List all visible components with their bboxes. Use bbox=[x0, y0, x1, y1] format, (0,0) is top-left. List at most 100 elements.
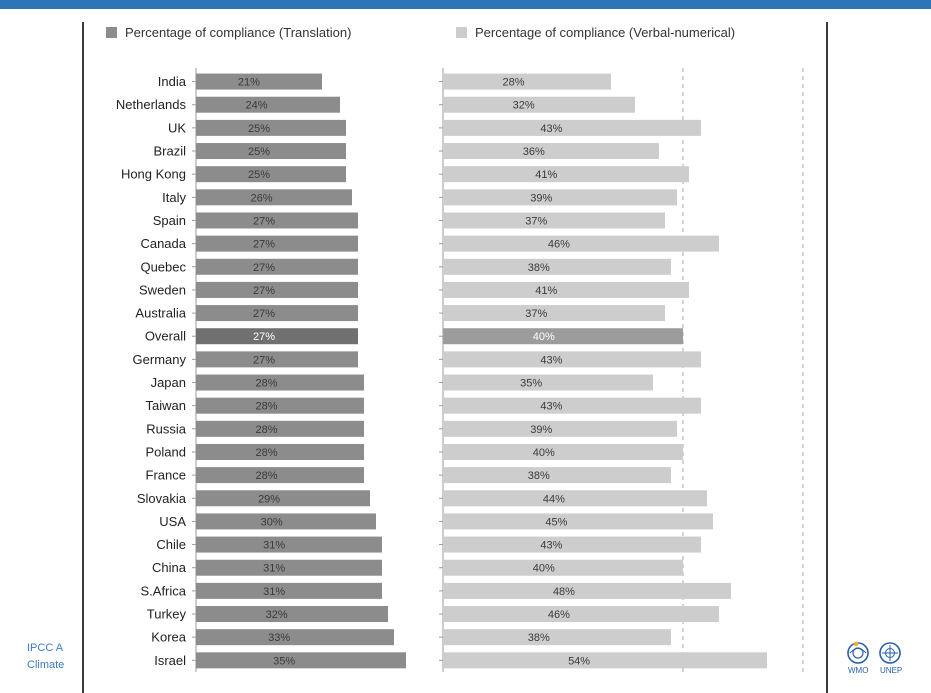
bar-translation-china bbox=[196, 559, 382, 576]
bar-verbal-turkey bbox=[443, 606, 719, 623]
bar-translation-quebec bbox=[196, 258, 358, 275]
bar-verbal-hong-kong bbox=[443, 166, 689, 183]
category-label-hong-kong: Hong Kong bbox=[121, 167, 186, 182]
category-label-australia: Australia bbox=[135, 306, 186, 321]
bar-verbal-australia bbox=[443, 305, 665, 322]
bar-translation-korea bbox=[196, 629, 394, 646]
category-label-japan: Japan bbox=[151, 375, 186, 390]
bar-verbal-slovakia bbox=[443, 490, 707, 507]
value-label-translation-slovakia: 29% bbox=[258, 493, 280, 505]
value-label-verbal-australia: 37% bbox=[525, 308, 547, 320]
value-label-verbal-korea: 38% bbox=[528, 632, 550, 644]
value-label-verbal-spain: 37% bbox=[525, 215, 547, 227]
bar-translation-brazil bbox=[196, 143, 346, 160]
bar-verbal-canada bbox=[443, 235, 719, 252]
category-label-overall: Overall bbox=[145, 329, 186, 344]
value-label-translation-hong-kong: 25% bbox=[248, 169, 270, 181]
value-label-translation-poland: 28% bbox=[256, 447, 278, 459]
category-label-poland: Poland bbox=[146, 444, 186, 459]
bar-translation-australia bbox=[196, 305, 358, 322]
value-label-verbal-overall: 40% bbox=[533, 331, 555, 343]
value-label-translation-korea: 33% bbox=[268, 632, 290, 644]
bar-translation-sweden bbox=[196, 281, 358, 298]
value-label-translation-japan: 28% bbox=[256, 378, 278, 390]
bar-translation-turkey bbox=[196, 606, 388, 623]
bar-verbal-quebec bbox=[443, 258, 671, 275]
bar-verbal-s-africa bbox=[443, 582, 731, 599]
footer-text-line2: Climate bbox=[27, 659, 65, 671]
value-label-translation-brazil: 25% bbox=[248, 146, 270, 158]
value-label-verbal-turkey: 46% bbox=[548, 609, 570, 621]
value-label-translation-india: 21% bbox=[238, 77, 260, 89]
value-label-verbal-s-africa: 48% bbox=[553, 586, 575, 598]
bar-translation-slovakia bbox=[196, 490, 370, 507]
bar-verbal-netherlands bbox=[443, 96, 635, 113]
bar-translation-usa bbox=[196, 513, 376, 530]
bar-translation-s-africa bbox=[196, 582, 382, 599]
bar-verbal-russia bbox=[443, 420, 677, 437]
value-label-translation-canada: 27% bbox=[253, 239, 275, 251]
category-label-china: China bbox=[152, 560, 187, 575]
value-label-verbal-russia: 39% bbox=[530, 424, 552, 436]
bar-translation-uk bbox=[196, 119, 346, 136]
bar-translation-poland bbox=[196, 443, 364, 460]
value-label-verbal-taiwan: 43% bbox=[540, 401, 562, 413]
category-label-germany: Germany bbox=[133, 352, 187, 367]
bar-verbal-japan bbox=[443, 374, 653, 391]
value-label-verbal-india: 28% bbox=[503, 77, 525, 89]
value-label-verbal-china: 40% bbox=[533, 563, 555, 575]
category-label-russia: Russia bbox=[146, 421, 187, 436]
value-label-translation-uk: 25% bbox=[248, 123, 270, 135]
value-label-translation-sweden: 27% bbox=[253, 285, 275, 297]
value-label-verbal-poland: 40% bbox=[533, 447, 555, 459]
frame-line-left bbox=[82, 22, 84, 693]
bar-translation-japan bbox=[196, 374, 364, 391]
value-label-verbal-netherlands: 32% bbox=[513, 100, 535, 112]
value-label-verbal-uk: 43% bbox=[540, 123, 562, 135]
bar-verbal-germany bbox=[443, 351, 701, 368]
category-label-france: France bbox=[146, 468, 186, 483]
bar-verbal-brazil bbox=[443, 143, 659, 160]
bar-translation-canada bbox=[196, 235, 358, 252]
organization-logos: WMO UNEP bbox=[846, 640, 908, 680]
bar-translation-france bbox=[196, 467, 364, 484]
logo-label-unep: UNEP bbox=[880, 666, 903, 675]
bar-verbal-sweden bbox=[443, 281, 689, 298]
category-label-italy: Italy bbox=[162, 190, 186, 205]
value-label-verbal-japan: 35% bbox=[520, 378, 542, 390]
legend-label-verbal: Percentage of compliance (Verbal-numeric… bbox=[475, 24, 736, 40]
value-label-verbal-germany: 43% bbox=[540, 354, 562, 366]
value-label-translation-chile: 31% bbox=[263, 540, 285, 552]
bar-verbal-korea bbox=[443, 629, 671, 646]
value-label-translation-china: 31% bbox=[263, 563, 285, 575]
logo-emblems bbox=[847, 641, 901, 664]
frame-line-right bbox=[826, 22, 828, 693]
bar-translation-germany bbox=[196, 351, 358, 368]
value-label-verbal-brazil: 36% bbox=[523, 146, 545, 158]
value-label-translation-italy: 26% bbox=[251, 192, 273, 204]
bar-verbal-india bbox=[443, 73, 611, 90]
category-label-korea: Korea bbox=[151, 630, 186, 645]
legend-swatch-verbal bbox=[456, 26, 467, 38]
category-label-chile: Chile bbox=[156, 537, 186, 552]
wmo-logo-icon bbox=[847, 641, 869, 664]
value-label-verbal-italy: 39% bbox=[530, 192, 552, 204]
bar-verbal-chile bbox=[443, 536, 701, 553]
bar-translation-russia bbox=[196, 420, 364, 437]
bar-verbal-italy bbox=[443, 189, 677, 206]
bar-verbal-overall bbox=[443, 328, 683, 345]
legend-translation: Percentage of compliance (Translation) bbox=[106, 23, 351, 41]
category-label-netherlands: Netherlands bbox=[116, 97, 187, 112]
legend-verbal: Percentage of compliance (Verbal-numeric… bbox=[456, 23, 735, 41]
bar-translation-overall bbox=[196, 328, 358, 345]
bar-verbal-spain bbox=[443, 212, 665, 229]
value-label-verbal-israel: 54% bbox=[568, 655, 590, 667]
logo-label-wmo: WMO bbox=[848, 666, 869, 675]
category-label-brazil: Brazil bbox=[153, 144, 186, 159]
value-label-verbal-hong-kong: 41% bbox=[535, 169, 557, 181]
top-bar bbox=[0, 0, 931, 9]
category-label-turkey: Turkey bbox=[147, 607, 187, 622]
value-label-verbal-usa: 45% bbox=[545, 516, 567, 528]
value-label-verbal-france: 38% bbox=[528, 470, 550, 482]
unep-logo-icon bbox=[879, 642, 901, 664]
